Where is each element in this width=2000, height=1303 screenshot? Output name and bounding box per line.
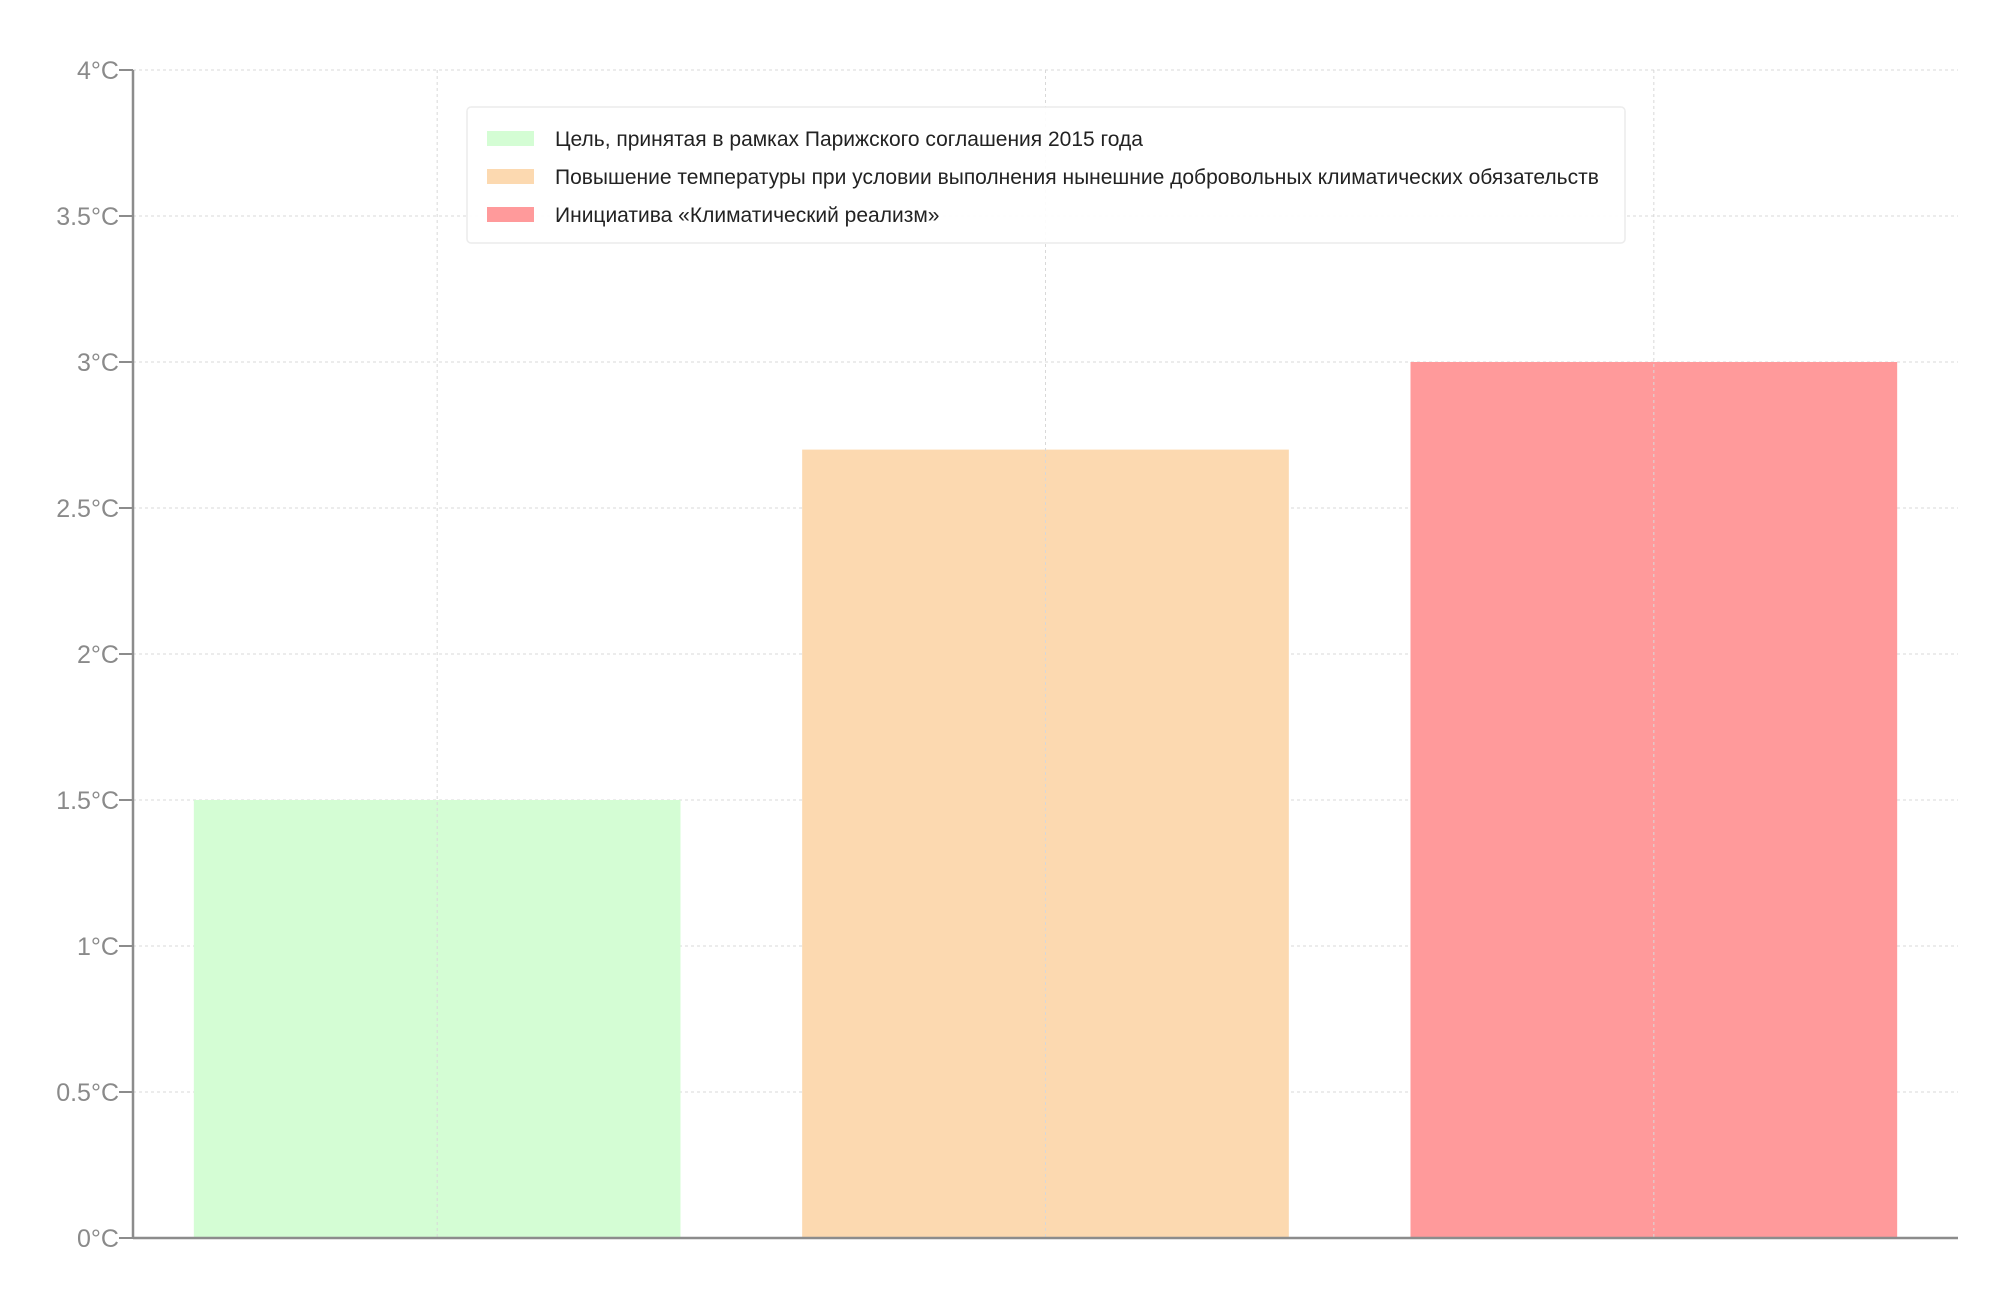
legend-label-2: Повышение температуры при условии выполн… xyxy=(555,166,1599,189)
y-tick-label: 3°C xyxy=(77,349,119,377)
bar-3 xyxy=(1410,362,1898,1238)
legend: Цель, принятая в рамках Парижского согла… xyxy=(466,106,1626,244)
bars xyxy=(193,362,1898,1239)
y-tick-label: 2°C xyxy=(77,641,119,669)
legend-label-3: Инициатива «Климатический реализм» xyxy=(555,204,939,227)
legend-box xyxy=(466,106,1626,244)
y-tick-label: 1.5°C xyxy=(56,787,119,815)
y-tick-label: 4°C xyxy=(77,57,119,85)
legend-swatch-3 xyxy=(487,207,534,222)
legend-label-1: Цель, принятая в рамках Парижского согла… xyxy=(555,128,1143,151)
legend-swatch-2 xyxy=(487,169,534,184)
y-tick-label: 0.5°C xyxy=(56,1079,119,1107)
vertical-grid xyxy=(436,70,1655,1238)
y-tick-label: 1°C xyxy=(77,933,119,961)
axes: 0°C 0.5°C 1°C 1.5°C 2°C 2.5°C 3°C 3.5°C 4°C xyxy=(56,57,1958,1253)
bar-2 xyxy=(802,449,1289,1239)
y-tick-label: 2.5°C xyxy=(56,495,119,523)
y-tick-label: 3.5°C xyxy=(56,203,119,231)
legend-swatch-1 xyxy=(487,131,534,146)
y-tick-label: 0°C xyxy=(77,1225,119,1253)
